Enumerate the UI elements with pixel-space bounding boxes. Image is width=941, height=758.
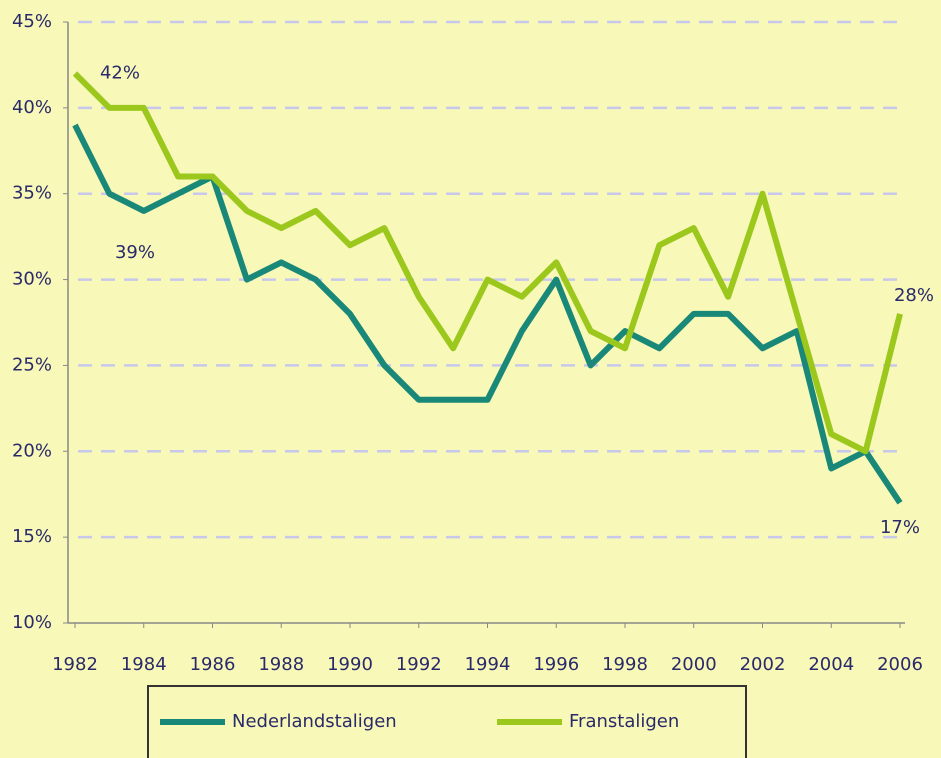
x-tick-label: 1992 [396,654,442,675]
y-tick-label: 45% [12,11,52,32]
y-tick-label: 10% [12,612,52,633]
value-label: 17% [880,517,920,538]
x-tick-label: 1990 [327,654,373,675]
value-label: 28% [894,285,934,306]
legend-label: Franstaligen [569,711,679,732]
x-tick-label: 2006 [877,654,923,675]
x-tick-label: 2002 [740,654,786,675]
line-series [72,71,903,455]
legend-box [147,685,747,758]
y-tick-label: 30% [12,269,52,290]
y-tick-label: 40% [12,97,52,118]
x-tick-label: 1994 [465,654,511,675]
value-label: 42% [100,63,140,84]
x-tick-label: 1998 [602,654,648,675]
x-tick-label: 1984 [121,654,167,675]
y-tick-label: 15% [12,526,52,547]
x-tick-label: 1986 [190,654,236,675]
y-tick-label: 25% [12,354,52,375]
y-tick-label: 35% [12,183,52,204]
x-tick-label: 1982 [52,654,98,675]
x-tick-label: 1988 [258,654,304,675]
x-tick-label: 2000 [671,654,717,675]
x-tick-label: 2004 [808,654,854,675]
x-tick-label: 1996 [533,654,579,675]
y-tick-label: 20% [12,440,52,461]
legend-label: Nederlandstaligen [232,711,397,732]
value-label: 39% [115,242,155,263]
